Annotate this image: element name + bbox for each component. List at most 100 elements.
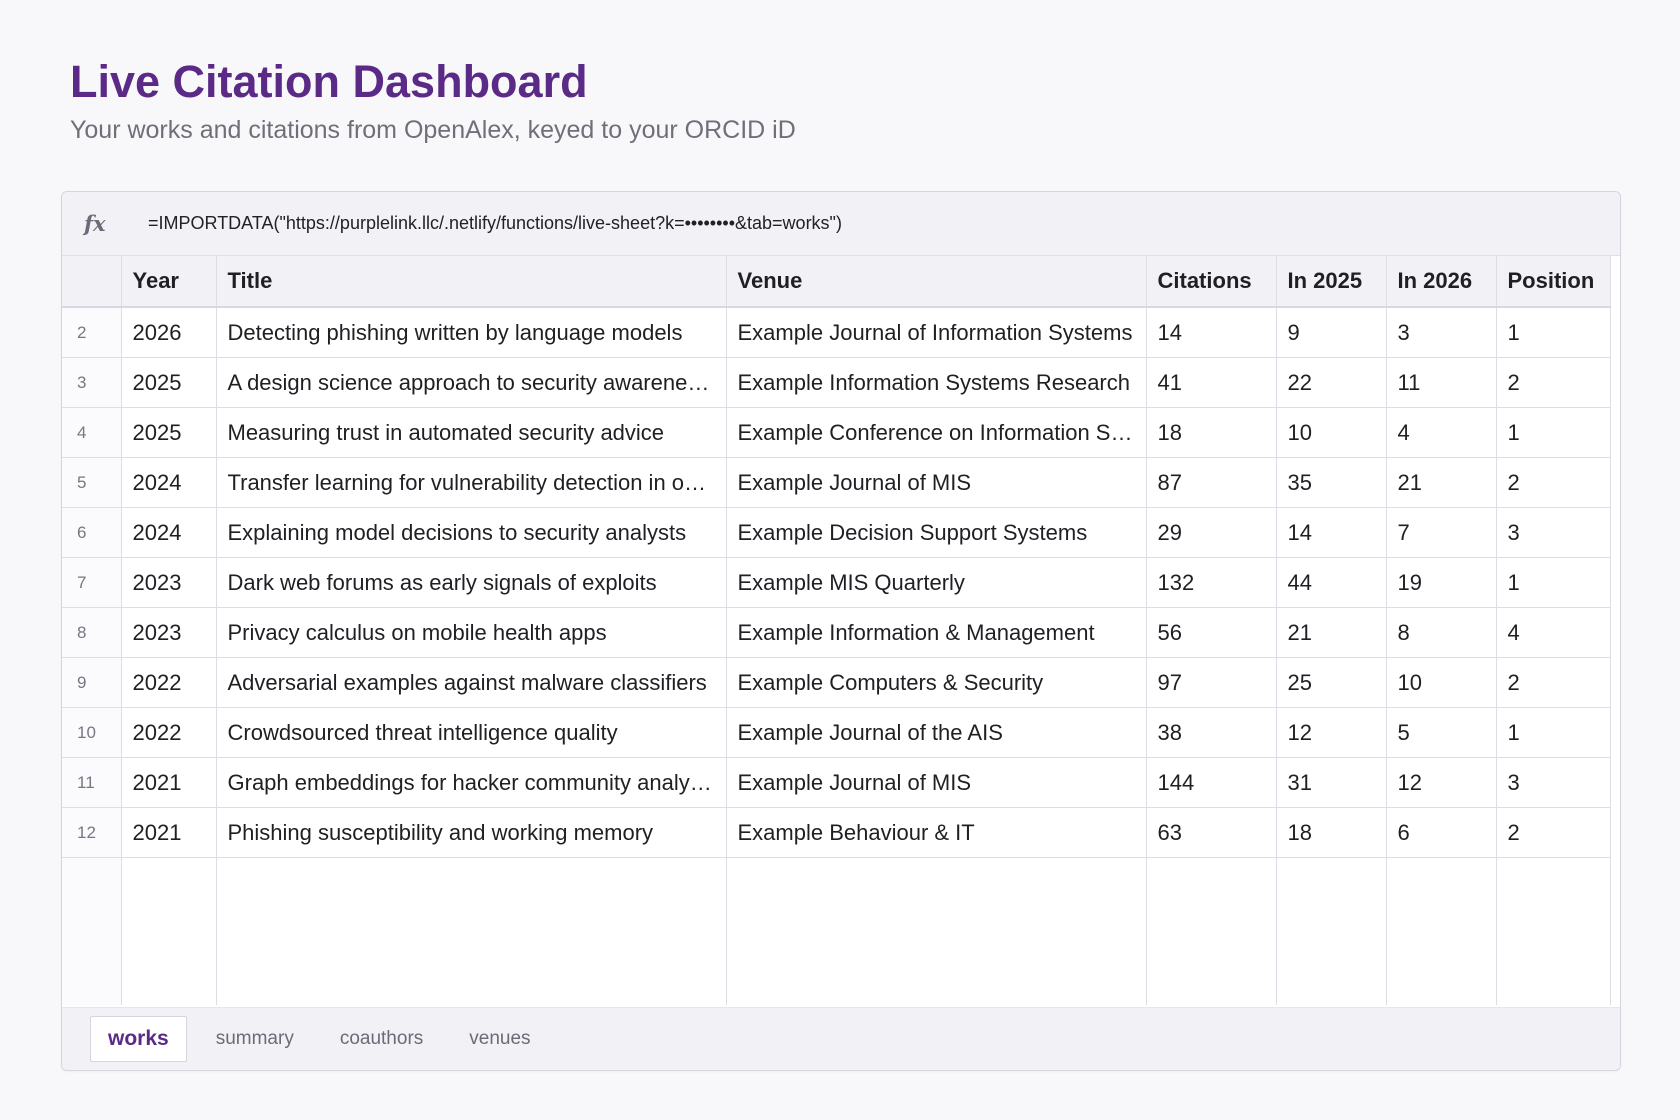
- cell-citations[interactable]: 144: [1146, 757, 1277, 808]
- cell-in-2026[interactable]: 3: [1386, 307, 1497, 358]
- cell-year[interactable]: 2022: [121, 657, 217, 708]
- cell-year[interactable]: 2021: [121, 807, 217, 858]
- cell-position[interactable]: 4: [1496, 607, 1611, 658]
- cell-year[interactable]: 2023: [121, 607, 217, 658]
- cell-position[interactable]: 3: [1496, 757, 1611, 808]
- cell-title[interactable]: Dark web forums as early signals of expl…: [216, 557, 727, 608]
- empty-cell[interactable]: [62, 857, 122, 1005]
- cell-venue[interactable]: Example Journal of MIS: [726, 457, 1147, 508]
- row-number[interactable]: 12: [62, 807, 122, 858]
- cell-position[interactable]: 1: [1496, 557, 1611, 608]
- column-header-citations[interactable]: Citations: [1146, 256, 1277, 308]
- row-number[interactable]: 8: [62, 607, 122, 658]
- cell-position[interactable]: 1: [1496, 707, 1611, 758]
- cell-title[interactable]: Detecting phishing written by language m…: [216, 307, 727, 358]
- corner-cell[interactable]: [62, 256, 122, 308]
- row-number[interactable]: 2: [62, 307, 122, 358]
- cell-in-2026[interactable]: 10: [1386, 657, 1497, 708]
- row-number[interactable]: 7: [62, 557, 122, 608]
- cell-in-2025[interactable]: 14: [1276, 507, 1387, 558]
- cell-title[interactable]: Graph embeddings for hacker community an…: [216, 757, 727, 808]
- empty-cell[interactable]: [1146, 857, 1277, 1005]
- empty-cell[interactable]: [1496, 857, 1611, 1005]
- row-number[interactable]: 6: [62, 507, 122, 558]
- cell-citations[interactable]: 63: [1146, 807, 1277, 858]
- cell-year[interactable]: 2026: [121, 307, 217, 358]
- cell-in-2026[interactable]: 5: [1386, 707, 1497, 758]
- cell-in-2025[interactable]: 44: [1276, 557, 1387, 608]
- column-header-year[interactable]: Year: [121, 256, 217, 308]
- cell-citations[interactable]: 38: [1146, 707, 1277, 758]
- cell-citations[interactable]: 29: [1146, 507, 1277, 558]
- cell-year[interactable]: 2021: [121, 757, 217, 808]
- tab-works[interactable]: works: [90, 1016, 187, 1062]
- cell-citations[interactable]: 87: [1146, 457, 1277, 508]
- cell-title[interactable]: Transfer learning for vulnerability dete…: [216, 457, 727, 508]
- cell-venue[interactable]: Example Decision Support Systems: [726, 507, 1147, 558]
- cell-in-2026[interactable]: 12: [1386, 757, 1497, 808]
- cell-citations[interactable]: 41: [1146, 357, 1277, 408]
- cell-title[interactable]: Explaining model decisions to security a…: [216, 507, 727, 558]
- column-header-in-2026[interactable]: In 2026: [1386, 256, 1497, 308]
- row-number[interactable]: 10: [62, 707, 122, 758]
- column-header-in-2025[interactable]: In 2025: [1276, 256, 1387, 308]
- cell-title[interactable]: Crowdsourced threat intelligence quality: [216, 707, 727, 758]
- cell-citations[interactable]: 132: [1146, 557, 1277, 608]
- row-number[interactable]: 11: [62, 757, 122, 808]
- empty-cell[interactable]: [1386, 857, 1497, 1005]
- tab-venues[interactable]: venues: [469, 1028, 531, 1049]
- cell-citations[interactable]: 18: [1146, 407, 1277, 458]
- cell-title[interactable]: Measuring trust in automated security ad…: [216, 407, 727, 458]
- cell-in-2026[interactable]: 19: [1386, 557, 1497, 608]
- cell-venue[interactable]: Example MIS Quarterly: [726, 557, 1147, 608]
- cell-position[interactable]: 3: [1496, 507, 1611, 558]
- cell-year[interactable]: 2025: [121, 407, 217, 458]
- cell-position[interactable]: 1: [1496, 307, 1611, 358]
- cell-citations[interactable]: 14: [1146, 307, 1277, 358]
- cell-position[interactable]: 2: [1496, 657, 1611, 708]
- cell-citations[interactable]: 97: [1146, 657, 1277, 708]
- row-number[interactable]: 5: [62, 457, 122, 508]
- tab-coauthors[interactable]: coauthors: [339, 1028, 424, 1049]
- cell-in-2026[interactable]: 8: [1386, 607, 1497, 658]
- row-number[interactable]: 3: [62, 357, 122, 408]
- cell-in-2025[interactable]: 25: [1276, 657, 1387, 708]
- cell-in-2025[interactable]: 12: [1276, 707, 1387, 758]
- formula-text[interactable]: =IMPORTDATA("https://purplelink.llc/.net…: [148, 213, 842, 233]
- cell-venue[interactable]: Example Computers & Security: [726, 657, 1147, 708]
- cell-title[interactable]: Adversarial examples against malware cla…: [216, 657, 727, 708]
- cell-year[interactable]: 2022: [121, 707, 217, 758]
- cell-venue[interactable]: Example Conference on Information System…: [726, 407, 1147, 458]
- empty-cell[interactable]: [726, 857, 1147, 1005]
- cell-venue[interactable]: Example Information Systems Research: [726, 357, 1147, 408]
- column-header-title[interactable]: Title: [216, 256, 727, 308]
- empty-cell[interactable]: [1276, 857, 1387, 1005]
- cell-venue[interactable]: Example Information & Management: [726, 607, 1147, 658]
- cell-in-2025[interactable]: 9: [1276, 307, 1387, 358]
- cell-year[interactable]: 2024: [121, 457, 217, 508]
- cell-venue[interactable]: Example Journal of Information Systems: [726, 307, 1147, 358]
- cell-venue[interactable]: Example Journal of the AIS: [726, 707, 1147, 758]
- cell-in-2025[interactable]: 18: [1276, 807, 1387, 858]
- cell-year[interactable]: 2024: [121, 507, 217, 558]
- cell-in-2025[interactable]: 35: [1276, 457, 1387, 508]
- empty-cell[interactable]: [121, 857, 217, 1005]
- cell-in-2025[interactable]: 21: [1276, 607, 1387, 658]
- column-header-position[interactable]: Position: [1496, 256, 1611, 308]
- cell-title[interactable]: Phishing susceptibility and working memo…: [216, 807, 727, 858]
- cell-in-2025[interactable]: 31: [1276, 757, 1387, 808]
- cell-title[interactable]: Privacy calculus on mobile health apps: [216, 607, 727, 658]
- cell-citations[interactable]: 56: [1146, 607, 1277, 658]
- column-header-venue[interactable]: Venue: [726, 256, 1147, 308]
- cell-in-2026[interactable]: 21: [1386, 457, 1497, 508]
- cell-in-2026[interactable]: 7: [1386, 507, 1497, 558]
- cell-in-2026[interactable]: 6: [1386, 807, 1497, 858]
- cell-in-2026[interactable]: 4: [1386, 407, 1497, 458]
- tab-summary[interactable]: summary: [215, 1028, 294, 1049]
- cell-position[interactable]: 2: [1496, 807, 1611, 858]
- row-number[interactable]: 4: [62, 407, 122, 458]
- cell-position[interactable]: 2: [1496, 457, 1611, 508]
- cell-in-2025[interactable]: 10: [1276, 407, 1387, 458]
- row-number[interactable]: 9: [62, 657, 122, 708]
- cell-title[interactable]: A design science approach to security aw…: [216, 357, 727, 408]
